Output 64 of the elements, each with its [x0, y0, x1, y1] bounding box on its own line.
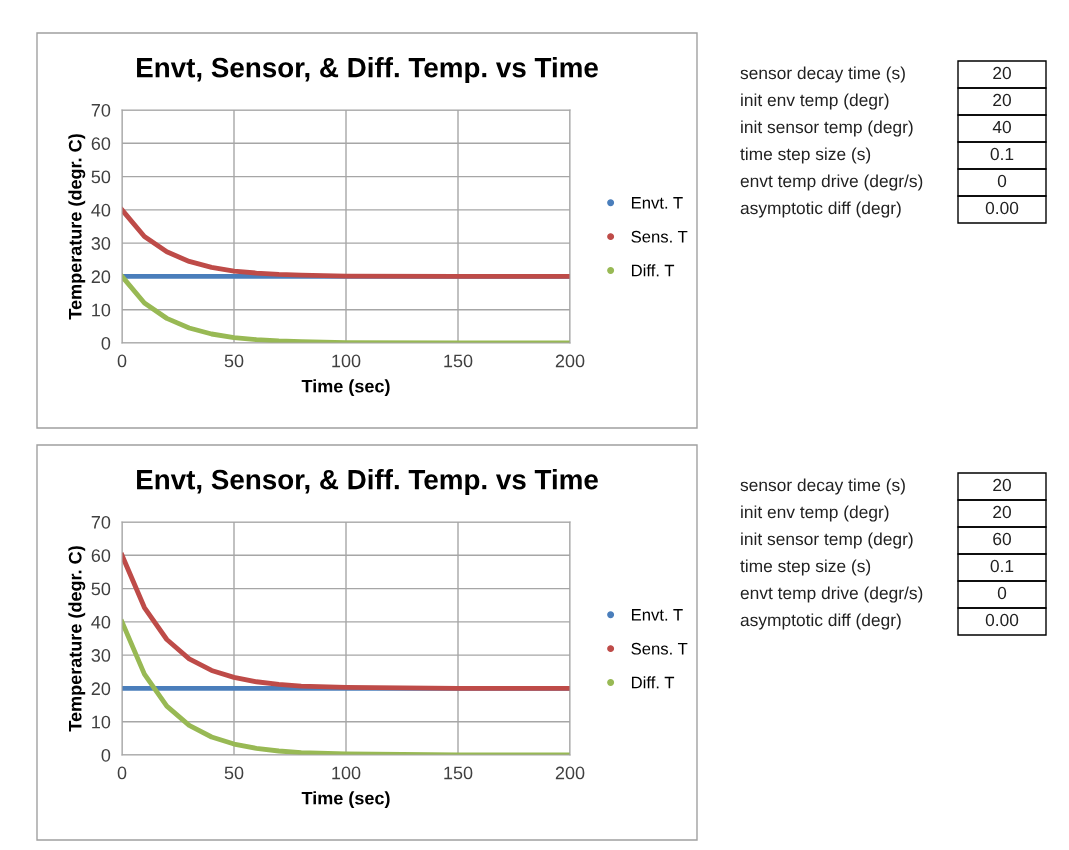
y-tick-label: 40 [91, 203, 111, 217]
legend-label: Envt. T [631, 197, 683, 209]
x-tick-label: 150 [444, 766, 473, 780]
x-tick-label: 100 [332, 766, 361, 780]
x-tick-label: 100 [332, 354, 361, 368]
x-tick-label: 0 [117, 354, 127, 368]
text: 0 [997, 174, 1007, 188]
y-tick-label: 20 [91, 270, 111, 284]
text: init sensor temp (degr) [741, 120, 913, 137]
x-axis-title: Time (sec) [301, 379, 390, 397]
legend-label: Diff. T [631, 676, 675, 689]
text: 0 [997, 586, 1007, 600]
legend-label: Diff. T [631, 264, 675, 277]
text: sensor decay time (s) [740, 66, 905, 83]
text: envt temp drive (degr/s) [740, 586, 923, 603]
y-axis-title: Temperature (degr. C) [68, 546, 86, 732]
text: 20 [993, 505, 1011, 519]
y-tick-label: 30 [91, 237, 111, 250]
y-tick-label: 60 [91, 549, 111, 563]
text: init env temp (degr) [741, 93, 889, 110]
y-tick-label: 60 [91, 137, 111, 151]
text: asymptotic diff (degr) [740, 613, 901, 630]
text: init env temp (degr) [741, 505, 889, 522]
text: 0.1 [990, 147, 1014, 161]
text: init sensor temp (degr) [741, 532, 913, 549]
chart-title: Envt, Sensor, & Diff. Temp. vs Time [137, 57, 598, 83]
x-tick-label: 200 [555, 766, 585, 780]
y-tick-label: 10 [92, 303, 111, 317]
y-axis-title: Temperature (degr. C) [68, 134, 86, 320]
y-tick-label: 50 [91, 170, 111, 184]
x-tick-label: 150 [444, 354, 473, 368]
y-tick-label: 30 [91, 649, 111, 662]
y-tick-label: 0 [101, 336, 111, 350]
text: 20 [993, 93, 1011, 107]
y-tick-label: 50 [91, 582, 111, 596]
legend-label: Sens. T [631, 642, 688, 655]
text: asymptotic diff (degr) [740, 201, 901, 218]
legend-label: Sens. T [631, 230, 688, 243]
text: time step size (s) [740, 147, 871, 164]
text: 0.00 [985, 613, 1019, 627]
line-series [122, 207, 570, 279]
text: 20 [993, 478, 1011, 492]
legend-label: Envt. T [631, 609, 683, 621]
text: 0.1 [990, 559, 1014, 573]
text: 20 [993, 66, 1011, 80]
text: sensor decay time (s) [740, 478, 905, 495]
y-tick-label: 70 [91, 103, 111, 117]
text: envt temp drive (degr/s) [740, 174, 923, 191]
y-tick-label: 70 [91, 515, 111, 529]
text: time step size (s) [740, 559, 871, 576]
x-tick-label: 50 [224, 766, 244, 780]
y-tick-label: 10 [92, 715, 111, 729]
chart-title: Envt, Sensor, & Diff. Temp. vs Time [137, 469, 598, 495]
text: 0.00 [985, 201, 1019, 215]
y-tick-label: 0 [101, 748, 111, 762]
x-tick-label: 0 [117, 766, 127, 780]
x-axis-title: Time (sec) [301, 791, 390, 809]
y-tick-label: 40 [91, 615, 111, 629]
text: 40 [992, 120, 1011, 134]
x-tick-label: 50 [224, 354, 244, 368]
x-tick-label: 200 [555, 354, 585, 368]
line-series [122, 552, 570, 691]
text: 60 [993, 532, 1011, 546]
y-tick-label: 20 [91, 682, 111, 696]
